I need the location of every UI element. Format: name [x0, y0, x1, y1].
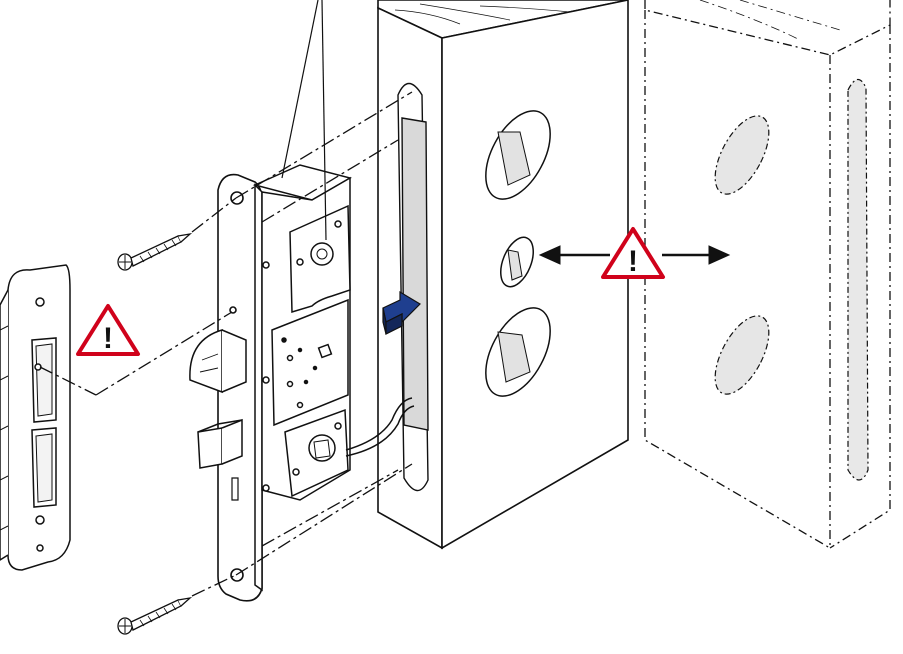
lock-case [252, 164, 415, 592]
deadlatch-block [197, 418, 243, 469]
warning-symbol: ! [103, 322, 113, 355]
door-edge-ghost-mortise [847, 78, 869, 481]
warning-triangle-icon: ! [76, 304, 140, 356]
leader-lines [281, 0, 327, 241]
screw-upper [117, 232, 193, 271]
double-arrow-icon [538, 245, 731, 265]
door-bore-holes [485, 110, 551, 397]
door-hole-bottom [485, 307, 551, 397]
screw-icon [117, 232, 193, 271]
door-edge-ghost-holes [714, 115, 770, 395]
alignment-lines [39, 91, 413, 597]
door-hole-middle [500, 236, 534, 288]
screw-icon [117, 596, 193, 635]
door-edge-ghost-outline [644, 0, 891, 549]
warning-symbol: ! [628, 245, 638, 278]
insert-arrow-icon [382, 290, 421, 335]
warning-triangle-icon: ! [601, 227, 665, 279]
screw-lower [117, 596, 193, 635]
door-hole-top [485, 110, 551, 200]
latch-bolt [189, 328, 247, 394]
strike-plate [0, 264, 71, 571]
door-mortise-slot [397, 82, 429, 492]
